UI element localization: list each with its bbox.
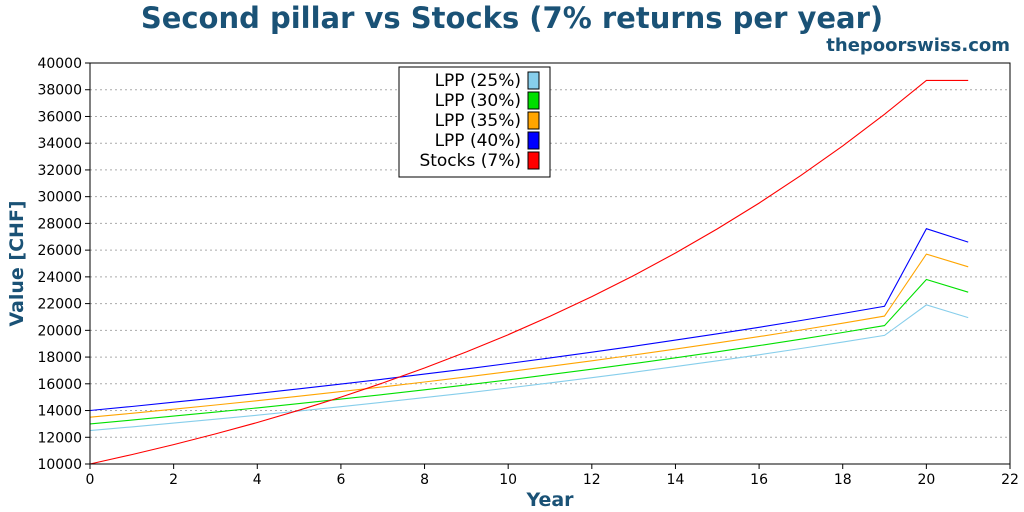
x-tick-label-6: 12 <box>583 472 601 488</box>
x-axis-label: Year <box>525 489 574 511</box>
x-tick-label-4: 8 <box>420 472 429 488</box>
x-tick-label-2: 4 <box>253 472 262 488</box>
series-line-4 <box>89 79 969 465</box>
y-tick-label-11: 32000 <box>37 163 82 179</box>
series-layer <box>89 79 969 465</box>
legend-label-3: LPP (40%) <box>435 131 521 151</box>
series-line-1 <box>89 278 969 425</box>
legend: LPP (25%)LPP (30%)LPP (35%)LPP (40%)Stoc… <box>398 66 551 178</box>
y-axis-label: Value [CHF] <box>6 200 28 326</box>
series-line-0 <box>89 304 969 432</box>
y-tick-label-2: 14000 <box>37 404 82 420</box>
legend-swatch-0 <box>527 71 540 90</box>
x-tick-label-11: 22 <box>1001 472 1019 488</box>
legend-label-1: LPP (30%) <box>435 91 521 111</box>
chart-title: Second pillar vs Stocks (7% returns per … <box>140 1 884 35</box>
legend-swatch-3 <box>527 131 540 150</box>
y-tick-label-15: 40000 <box>37 56 82 72</box>
x-tick-label-1: 2 <box>169 472 178 488</box>
legend-label-2: LPP (35%) <box>435 111 521 131</box>
y-tick-label-13: 36000 <box>37 109 82 125</box>
y-tick-label-14: 38000 <box>37 83 82 99</box>
y-axis-ticks: 10000 12000 14000 16000 18000 20000 22000 24000… <box>37 56 90 473</box>
y-tick-label-9: 28000 <box>37 216 82 232</box>
y-tick-label-1: 12000 <box>37 430 82 446</box>
y-tick-label-12: 34000 <box>37 136 82 152</box>
y-tick-label-0: 10000 <box>37 457 82 473</box>
x-tick-label-7: 14 <box>667 472 685 488</box>
x-tick-label-5: 10 <box>499 472 517 488</box>
site-watermark: thepoorswiss.com <box>826 35 1010 56</box>
x-tick-label-3: 6 <box>336 472 345 488</box>
y-tick-label-4: 18000 <box>37 350 82 366</box>
legend-swatch-4 <box>527 151 540 170</box>
series-line-3 <box>89 228 969 412</box>
x-tick-label-0: 0 <box>86 472 95 488</box>
y-tick-label-10: 30000 <box>37 190 82 206</box>
legend-label-0: LPP (25%) <box>435 71 521 91</box>
y-tick-label-5: 20000 <box>37 323 82 339</box>
y-tick-label-7: 24000 <box>37 270 82 286</box>
series-line-2 <box>89 253 969 418</box>
y-tick-label-6: 22000 <box>37 297 82 313</box>
legend-label-4: Stocks (7%) <box>419 151 521 171</box>
x-axis-ticks: 0 2 4 6 8 10 12 14 16 18 20 22 <box>86 464 1019 488</box>
legend-swatch-2 <box>527 111 540 130</box>
x-tick-label-10: 20 <box>917 472 935 488</box>
x-tick-label-8: 16 <box>750 472 768 488</box>
y-tick-label-8: 26000 <box>37 243 82 259</box>
legend-swatch-1 <box>527 91 540 110</box>
plot-frame <box>89 62 1011 465</box>
y-tick-label-3: 16000 <box>37 377 82 393</box>
x-tick-label-9: 18 <box>834 472 852 488</box>
legend-box <box>398 66 551 178</box>
